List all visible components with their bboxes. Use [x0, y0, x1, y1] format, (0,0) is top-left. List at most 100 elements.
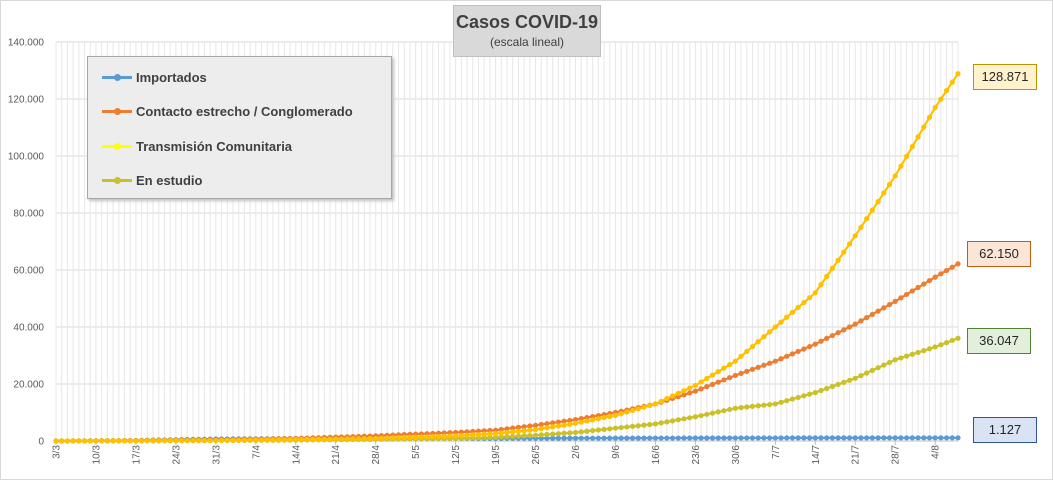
callout-en-estudio: 36.047 — [967, 328, 1031, 354]
data-point — [675, 390, 681, 396]
data-point — [875, 365, 881, 371]
data-point — [938, 96, 944, 102]
data-point — [99, 438, 105, 444]
data-point — [698, 412, 704, 419]
data-point — [281, 437, 287, 443]
data-point — [761, 402, 767, 408]
data-point — [658, 435, 664, 441]
data-point — [687, 385, 693, 391]
data-point — [316, 436, 322, 442]
data-point — [778, 356, 784, 362]
data-point — [835, 381, 841, 388]
data-point — [869, 435, 875, 441]
data-point — [846, 324, 853, 330]
data-point — [647, 435, 653, 441]
data-point — [824, 385, 830, 392]
legend: Importados Contacto estrecho / Conglomer… — [87, 56, 392, 199]
x-tick-label: 23/6 — [691, 445, 702, 465]
data-point — [755, 364, 761, 370]
data-point — [943, 340, 950, 346]
data-point — [555, 435, 561, 441]
legend-swatch — [102, 173, 132, 187]
data-point — [652, 401, 659, 407]
y-tick-label: 40.000 — [13, 323, 44, 334]
y-tick-label: 20.000 — [13, 380, 44, 391]
data-point — [955, 335, 961, 341]
data-point — [761, 362, 767, 368]
data-point — [692, 382, 698, 389]
data-point — [629, 423, 636, 429]
data-point — [681, 435, 687, 441]
data-point — [550, 420, 556, 426]
data-point — [601, 426, 607, 432]
x-tick-label: 9/6 — [611, 445, 622, 459]
data-point — [778, 319, 784, 325]
data-point — [572, 417, 579, 423]
data-point — [498, 430, 504, 436]
data-point — [898, 435, 904, 441]
data-point — [110, 438, 116, 444]
data-point — [949, 435, 955, 441]
data-point — [687, 415, 693, 421]
data-point — [64, 438, 71, 444]
data-point — [555, 419, 561, 425]
data-point — [704, 384, 710, 390]
data-point — [904, 353, 910, 359]
x-tick-label: 5/5 — [411, 445, 422, 459]
data-point — [915, 435, 921, 441]
x-tick-label: 4/8 — [931, 445, 942, 459]
data-point — [692, 388, 698, 394]
data-point — [744, 368, 750, 374]
data-point — [127, 438, 133, 444]
data-point — [338, 436, 345, 442]
data-point — [567, 421, 573, 427]
data-point — [258, 437, 265, 443]
data-point — [698, 435, 704, 441]
data-point — [367, 435, 373, 442]
data-point — [584, 435, 590, 441]
data-point — [692, 435, 698, 441]
data-point — [658, 398, 664, 404]
data-point — [767, 435, 773, 441]
data-point — [635, 406, 641, 412]
data-point — [875, 199, 881, 205]
data-point — [698, 379, 704, 385]
data-point — [778, 435, 784, 441]
data-point — [926, 346, 933, 352]
data-point — [481, 431, 487, 437]
data-point — [715, 435, 721, 441]
data-point — [475, 431, 482, 438]
y-tick-label: 140.000 — [8, 38, 45, 49]
data-point — [510, 425, 516, 431]
data-point — [721, 365, 727, 371]
data-point — [898, 355, 904, 361]
data-point — [629, 407, 636, 414]
data-point — [852, 321, 858, 327]
x-tick-label: 21/4 — [331, 445, 342, 465]
data-point — [350, 436, 356, 442]
data-point — [921, 124, 927, 130]
data-point — [515, 424, 522, 430]
data-point — [841, 327, 847, 333]
data-point — [578, 419, 584, 425]
data-point — [601, 435, 607, 441]
data-point — [184, 437, 190, 444]
data-point — [709, 410, 716, 416]
data-point — [538, 421, 544, 428]
data-point — [190, 437, 196, 444]
data-point — [904, 435, 910, 441]
data-point — [435, 433, 442, 440]
data-point — [681, 388, 687, 394]
data-point — [590, 428, 596, 434]
data-point — [795, 435, 801, 441]
data-point — [875, 435, 881, 441]
data-point — [635, 423, 641, 429]
data-point — [824, 435, 830, 441]
data-point — [767, 401, 773, 408]
data-point — [584, 418, 590, 424]
data-point — [749, 366, 756, 372]
data-point — [818, 387, 824, 394]
data-point — [955, 261, 961, 267]
data-point — [881, 362, 887, 368]
